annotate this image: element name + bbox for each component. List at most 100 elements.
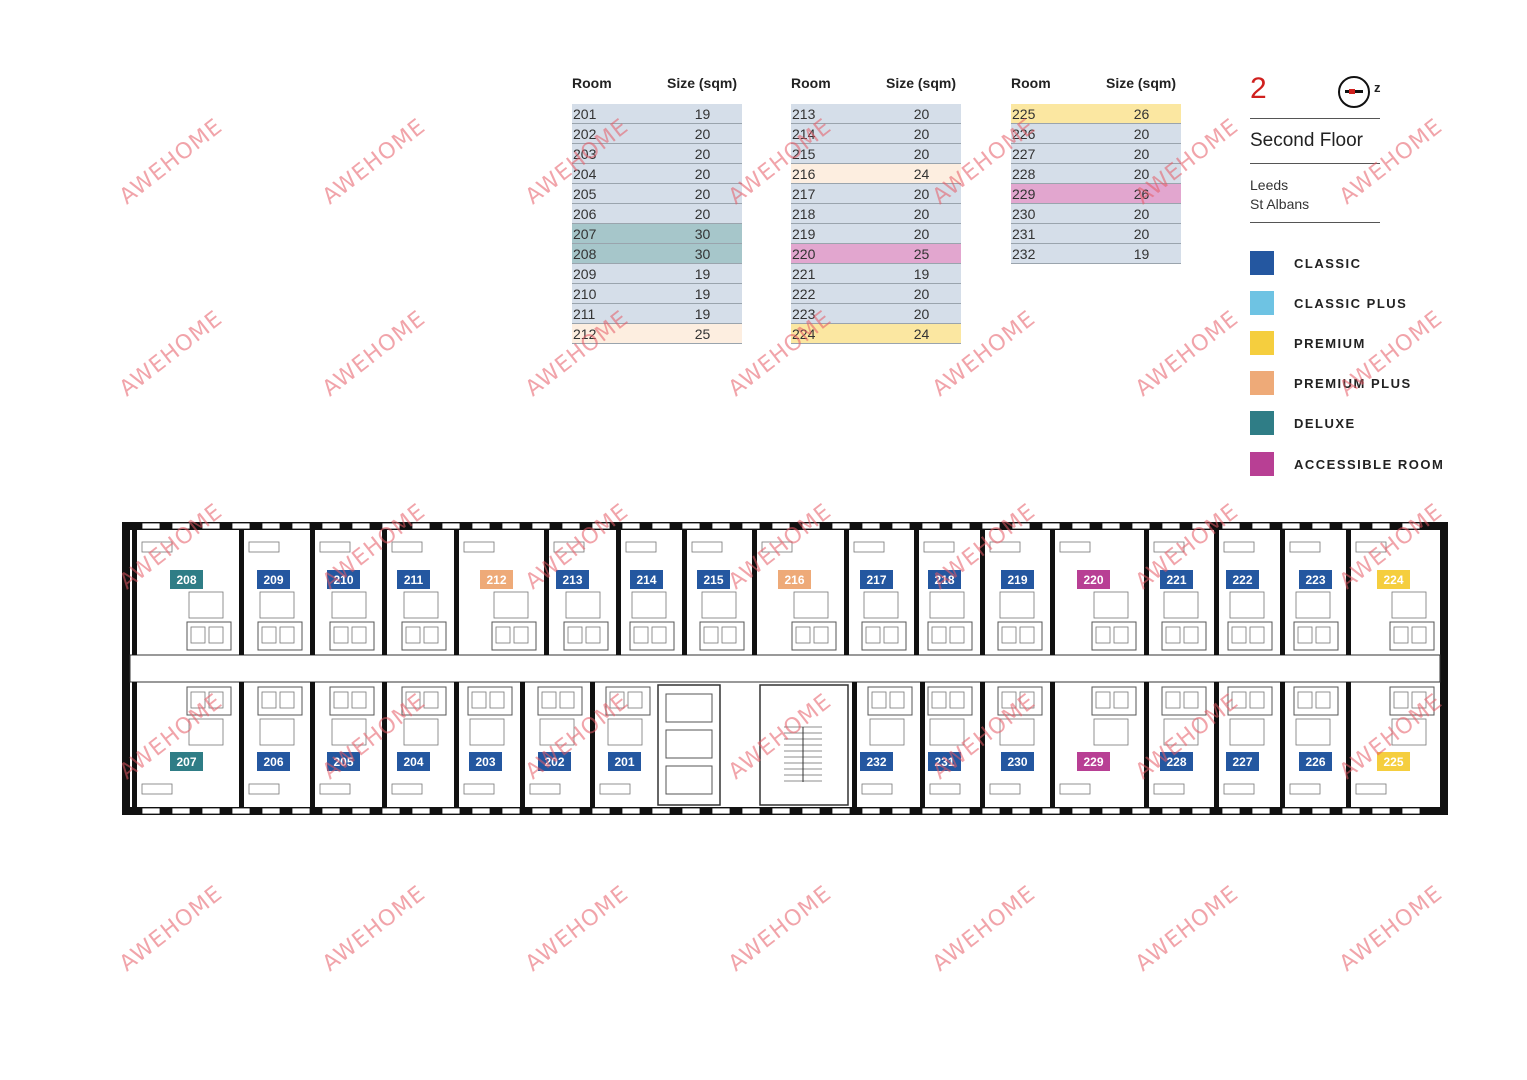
room-size: 20 [1133,205,1150,222]
room-tag-209[interactable]: 209 [257,570,290,589]
window [291,807,311,815]
room-tag-223[interactable]: 223 [1299,570,1332,589]
floor-plan: 208 209 210 211 212 213 214 215 216 217 218 219 220 2… [122,522,1448,815]
room-tag-214[interactable]: 214 [630,570,663,589]
bathroom-pod [1389,686,1435,716]
window [531,522,551,530]
toilet [489,691,505,709]
bed [1093,591,1129,619]
lift [665,729,713,759]
watermark: AWEHOME [1335,881,1448,977]
room-tag-220[interactable]: 220 [1077,570,1110,589]
sink [1095,626,1111,644]
room-tag-228[interactable]: 228 [1160,752,1193,771]
partition-wall [544,530,549,655]
window [891,807,911,815]
room-tag-206[interactable]: 206 [257,752,290,771]
room-tag-224[interactable]: 224 [1377,570,1410,589]
bathroom-pod [927,621,973,651]
room-size: 20 [913,305,930,322]
room-tag-222[interactable]: 222 [1226,570,1259,589]
partition-wall [1050,530,1055,655]
room-tag-219[interactable]: 219 [1001,570,1034,589]
room-tag-210[interactable]: 210 [327,570,360,589]
window [441,807,461,815]
toilet [279,691,295,709]
location-leeds: Leeds [1250,177,1289,193]
room-tag-201[interactable]: 201 [608,752,641,771]
room-tag-202[interactable]: 202 [538,752,571,771]
table-rows: 225 26 226 20 227 20 228 20 229 26 230 20 231 20 232 19 [1011,104,1181,264]
room-tag-208[interactable]: 208 [170,570,203,589]
legend-item-classic-plus: CLASSIC PLUS [1250,291,1407,315]
window [801,522,821,530]
partition-wall [980,682,985,807]
table-row: 216 24 [791,164,961,184]
room-tag-212[interactable]: 212 [480,570,513,589]
table-row: 230 20 [1011,204,1181,224]
table-row: 215 20 [791,144,961,164]
watermark: AWEHOME [928,881,1041,977]
room-tag-213[interactable]: 213 [556,570,589,589]
room-size: 30 [694,245,711,262]
bed [999,591,1035,619]
room-table-1: Room Size (sqm) 201 19 202 20 203 20 204 20 205 2… [572,72,742,344]
room-number: 215 [792,145,816,162]
room-size: 19 [694,105,711,122]
window [231,522,251,530]
room-tag-221[interactable]: 221 [1160,570,1193,589]
watermark: AWEHOME [1131,306,1244,402]
room-number: 224 [792,325,816,342]
toilet [813,626,829,644]
room-number: 203 [573,145,597,162]
bed [607,718,643,746]
table-row: 217 20 [791,184,961,204]
room-tag-232[interactable]: 232 [860,752,893,771]
bed [188,718,224,746]
bed [701,591,737,619]
room-tag-207[interactable]: 207 [170,752,203,771]
window [1341,807,1361,815]
partition-wall [1214,530,1219,655]
legend-item-accessible: ACCESSIBLE ROOM [1250,452,1444,476]
room-tag-231[interactable]: 231 [928,752,961,771]
window [951,807,971,815]
window [1281,522,1301,530]
window [201,522,221,530]
room-tag-205[interactable]: 205 [327,752,360,771]
room-tag-217[interactable]: 217 [860,570,893,589]
room-tag-215[interactable]: 215 [697,570,730,589]
room-tag-218[interactable]: 218 [928,570,961,589]
table-row: 208 30 [572,244,742,264]
stairwell [759,684,849,806]
desk [989,541,1021,553]
sink [1393,691,1409,709]
bed [331,591,367,619]
room-tag-230[interactable]: 230 [1001,752,1034,771]
room-number: 221 [792,265,816,282]
room-tag-203[interactable]: 203 [469,752,502,771]
window [1071,522,1091,530]
window [531,807,551,815]
wall-right [1440,522,1448,815]
desk [691,541,723,553]
table-row: 205 20 [572,184,742,204]
window [561,807,581,815]
room-tag-216[interactable]: 216 [778,570,811,589]
room-tag-227[interactable]: 227 [1226,752,1259,771]
partition-wall [752,530,757,655]
window [1131,807,1151,815]
room-tag-225[interactable]: 225 [1377,752,1410,771]
room-tag-211[interactable]: 211 [397,570,430,589]
bed [1093,718,1129,746]
room-tag-204[interactable]: 204 [397,752,430,771]
bathroom-pod [329,621,375,651]
window [1401,807,1421,815]
room-table-3: Room Size (sqm) 225 26 226 20 227 20 228 20 229 2… [1011,72,1181,264]
partition-wall [852,682,857,807]
bed [188,591,224,619]
window [1251,807,1271,815]
room-tag-226[interactable]: 226 [1299,752,1332,771]
room-tag-229[interactable]: 229 [1077,752,1110,771]
desk [1059,541,1091,553]
